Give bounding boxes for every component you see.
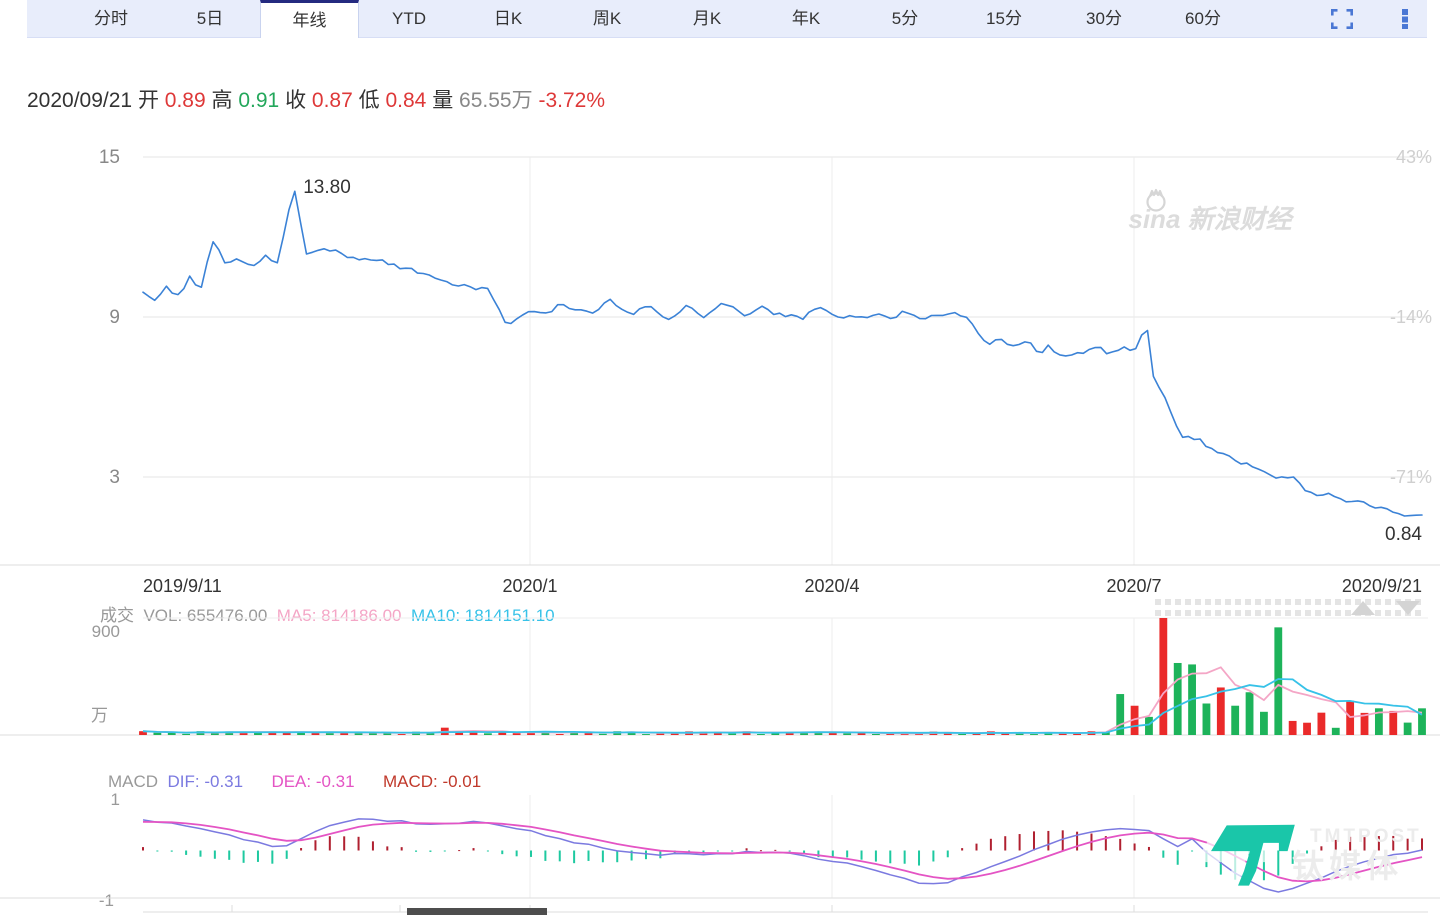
- svg-text:-71%: -71%: [1390, 467, 1432, 487]
- svg-text:13.80: 13.80: [303, 177, 351, 198]
- svg-text:万: 万: [91, 706, 108, 725]
- svg-text:43%: 43%: [1396, 147, 1432, 167]
- svg-text:2020/1: 2020/1: [502, 576, 557, 596]
- svg-text:3: 3: [109, 467, 120, 488]
- svg-text:钛媒体: 钛媒体: [1292, 848, 1403, 884]
- svg-text:900: 900: [92, 622, 120, 641]
- svg-text:9: 9: [109, 307, 120, 328]
- svg-text:sina 新浪财经: sina 新浪财经: [1128, 204, 1294, 234]
- svg-text:0.84: 0.84: [1385, 524, 1422, 545]
- svg-text:2019/9/11: 2019/9/11: [143, 576, 222, 596]
- svg-text:-14%: -14%: [1390, 307, 1432, 327]
- svg-text:TMTPOST: TMTPOST: [1310, 826, 1422, 847]
- svg-text:1: 1: [111, 790, 120, 809]
- svg-text:-1: -1: [99, 891, 114, 910]
- svg-text:15: 15: [99, 147, 120, 168]
- svg-text:2020/4: 2020/4: [804, 576, 859, 596]
- svg-text:2020/9/21: 2020/9/21: [1342, 576, 1422, 596]
- svg-text:2020/7: 2020/7: [1106, 576, 1161, 596]
